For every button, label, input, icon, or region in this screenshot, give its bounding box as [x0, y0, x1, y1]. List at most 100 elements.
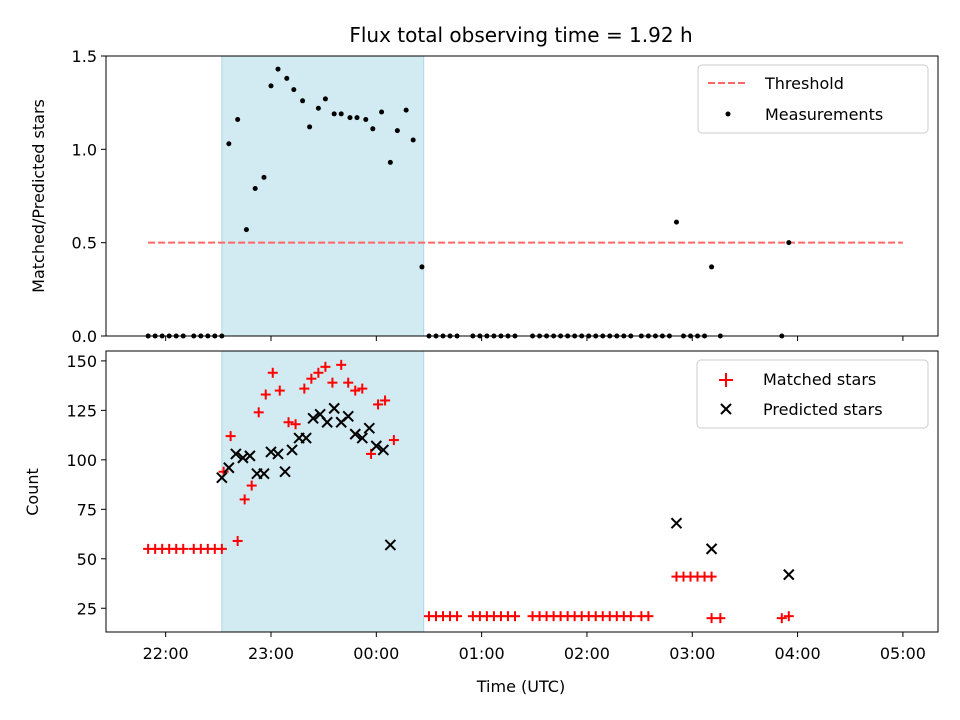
legend-measurements-label: Measurements [765, 105, 883, 124]
bottom-legend-box [696, 359, 929, 429]
matched-star-point [313, 367, 324, 378]
bottom-y-ticks: 25 50 75 100 125 150 [66, 352, 106, 618]
matched-star-point [373, 399, 384, 410]
measurement-point [315, 105, 321, 111]
matched-star-point [260, 389, 271, 400]
measurement-point [268, 83, 274, 89]
y-tick-label: 0.5 [72, 234, 97, 253]
measurement-point [673, 219, 679, 225]
measurement-point [419, 264, 425, 270]
legend-predicted-swatch [720, 403, 732, 415]
matched-star-point [343, 377, 354, 388]
bottom-plot-frame [105, 350, 939, 633]
matched-star-point [216, 543, 227, 554]
predicted-star-point [384, 539, 397, 551]
y-tick-label: 1.5 [72, 47, 97, 66]
matched-star-point [452, 611, 463, 622]
chart-title: Flux total observing time = 1.92 h [349, 23, 692, 47]
measurement-point [410, 137, 416, 143]
measurement-point [275, 66, 281, 72]
predicted-star-point [279, 466, 291, 478]
y-tick-label: 125 [66, 401, 97, 420]
x-tick-label: 02:00 [564, 644, 610, 663]
count-points [143, 359, 795, 624]
y-tick-label: 75 [77, 500, 97, 519]
predicted-star-point [286, 444, 298, 456]
matched-star-point [625, 611, 636, 622]
measurement-point [379, 109, 385, 115]
predicted-star-point [300, 432, 312, 444]
observing-window-shade [221, 55, 425, 337]
predicted-star-point [705, 543, 718, 555]
legend-matched-label: Matched stars [763, 370, 876, 389]
predicted-star-point [307, 412, 319, 424]
matched-star-point [299, 383, 310, 394]
measurement-point [291, 87, 297, 93]
y-tick-label: 100 [66, 451, 97, 470]
measurement-point [226, 141, 232, 147]
top-legend: Threshold Measurements [697, 64, 929, 134]
measurement-point [300, 98, 306, 104]
measurement-point [243, 227, 249, 233]
y-tick-label: 50 [77, 550, 97, 569]
matched-star-point [267, 367, 278, 378]
measurement-point [252, 186, 258, 192]
legend-measurements-swatch [725, 111, 731, 117]
predicted-star-point [363, 422, 375, 434]
matched-star-point [350, 385, 361, 396]
measurement-point [322, 96, 328, 102]
top-y-axis-label: Matched/Predicted stars [29, 99, 48, 293]
measurement-point [354, 115, 360, 121]
measurement-point [370, 126, 376, 132]
matched-star-point [336, 359, 347, 370]
matched-star-point [388, 435, 399, 446]
matched-star-point [283, 417, 294, 428]
bottom-x-ticks: 22:00 23:00 00:00 01:00 02:00 03:00 04:00 05:00 [143, 632, 926, 663]
legend-matched-swatch [719, 373, 733, 387]
measurement-point [347, 115, 353, 121]
legend-predicted-label: Predicted stars [763, 400, 883, 419]
predicted-star-point [265, 446, 277, 458]
matched-star-point [357, 383, 368, 394]
observing-window-band [221, 350, 425, 633]
measurement-point [331, 111, 337, 117]
measurement-point [284, 75, 290, 81]
matched-star-point [706, 571, 717, 582]
y-tick-label: 25 [77, 599, 97, 618]
top-x-ticks [165, 336, 904, 341]
x-tick-label: 01:00 [459, 644, 505, 663]
matched-star-point [783, 611, 794, 622]
matched-star-point [380, 395, 391, 406]
matched-star-point [509, 611, 520, 622]
count-panel: 25 50 75 100 125 150 22:00 23:00 00:00 01:00 02:0… [23, 350, 939, 696]
observing-window-band [221, 55, 425, 337]
predicted-star-point [670, 517, 683, 529]
measurement-point [261, 174, 267, 180]
matched-star-point [715, 613, 726, 624]
matched-star-point [232, 535, 243, 546]
x-tick-label: 04:00 [775, 644, 821, 663]
matched-star-point [253, 407, 264, 418]
predicted-star-point [272, 448, 284, 460]
matched-star-point [225, 431, 236, 442]
legend-threshold-label: Threshold [764, 74, 844, 93]
x-tick-label: 23:00 [248, 644, 294, 663]
predicted-star-point [377, 444, 390, 456]
measurement-point [403, 107, 409, 113]
bottom-legend: Matched stars Predicted stars [696, 359, 929, 429]
predicted-star-point [349, 428, 361, 440]
predicted-star-point [223, 462, 235, 474]
measurement-point [394, 128, 400, 134]
matched-star-point [239, 494, 250, 505]
predicted-star-point [230, 448, 242, 460]
measurement-point [786, 240, 792, 246]
y-tick-label: 0.0 [72, 327, 97, 346]
top-plot-frame [105, 55, 939, 337]
top-legend-box [697, 64, 929, 134]
y-tick-label: 1.0 [72, 140, 97, 159]
top-y-ticks: 0.0 0.5 1.0 1.5 [72, 47, 106, 346]
predicted-star-point [370, 440, 383, 452]
predicted-star-point [783, 568, 795, 581]
predicted-star-point [244, 450, 256, 462]
